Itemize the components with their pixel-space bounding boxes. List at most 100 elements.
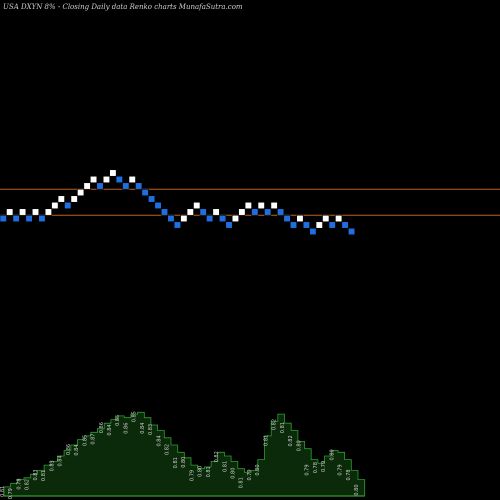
renko-brick bbox=[328, 221, 336, 229]
renko-brick bbox=[257, 201, 265, 210]
renko-brick bbox=[264, 208, 272, 216]
volume-label: 0.80 bbox=[296, 440, 302, 451]
volume-label: 0.80 bbox=[231, 468, 237, 479]
renko-brick bbox=[251, 208, 259, 216]
renko-brick bbox=[102, 175, 110, 184]
volume-label: 0.86 bbox=[66, 444, 72, 455]
volume-label: 0.86 bbox=[123, 423, 129, 434]
volume-label: 0.80 bbox=[255, 464, 261, 475]
volume-label: 0.84 bbox=[156, 435, 162, 446]
renko-brick bbox=[206, 214, 214, 223]
volume-label: 0.81 bbox=[206, 466, 212, 477]
volume-label: 0.79 bbox=[305, 464, 311, 475]
volume-label: 0.83 bbox=[148, 424, 154, 435]
volume-label: 0.84 bbox=[74, 444, 80, 455]
renko-brick bbox=[12, 214, 20, 223]
renko-brick bbox=[44, 208, 52, 216]
renko-brick bbox=[186, 208, 194, 216]
renko-brick bbox=[296, 214, 304, 223]
volume-label: 0.84 bbox=[58, 455, 64, 466]
renko-brick bbox=[90, 175, 98, 184]
renko-brick bbox=[212, 208, 220, 216]
renko-brick bbox=[25, 214, 33, 223]
volume-area bbox=[3, 411, 366, 497]
renko-brick bbox=[154, 201, 162, 210]
renko-brick bbox=[115, 175, 123, 184]
renko-brick bbox=[335, 214, 343, 223]
volume-label: 0.82 bbox=[288, 435, 294, 446]
renko-brick bbox=[109, 169, 117, 177]
renko-brick bbox=[173, 221, 181, 229]
renko-brick bbox=[322, 214, 330, 223]
renko-brick bbox=[219, 214, 227, 223]
volume-label: 0.86 bbox=[99, 422, 105, 433]
volume-label: 0.85 bbox=[115, 415, 121, 426]
volume-label: 0.81 bbox=[239, 477, 245, 488]
volume-label: 0.79 bbox=[247, 469, 253, 480]
volume-label: 0.83 bbox=[49, 460, 55, 471]
renko-brick bbox=[19, 208, 27, 216]
renko-brick bbox=[167, 214, 175, 223]
volume-label: 0.80 bbox=[354, 484, 360, 495]
renko-brick bbox=[199, 208, 207, 216]
volume-label: 0.81 bbox=[222, 461, 228, 472]
volume-label: 0.87 bbox=[91, 434, 97, 445]
volume-label: 0.80 bbox=[181, 457, 187, 468]
volume-label: 0.79 bbox=[189, 470, 195, 481]
renko-brick bbox=[244, 201, 252, 210]
renko-brick bbox=[225, 221, 233, 229]
volume-labels: 0.81 0.790.78 0.820.83 0.810.83 0.840.86 0.84… bbox=[0, 411, 360, 499]
renko-brick bbox=[77, 188, 85, 197]
renko-brick bbox=[193, 201, 201, 210]
volume-label: 0.81 bbox=[263, 435, 269, 446]
volume-label: 0.79 bbox=[321, 461, 327, 472]
renko-brick bbox=[238, 208, 246, 216]
volume-label: 0.80 bbox=[329, 449, 335, 460]
renko-brick bbox=[309, 227, 317, 236]
volume-label: 0.80 bbox=[198, 466, 204, 477]
renko-brick bbox=[160, 208, 169, 216]
volume-label: 0.79 bbox=[8, 488, 14, 499]
volume-label: 0.85 bbox=[132, 411, 138, 422]
volume-label: 0.83 bbox=[33, 469, 39, 480]
volume-label: 0.81 bbox=[0, 486, 6, 497]
volume-label: 0.84 bbox=[107, 424, 113, 435]
renko-brick bbox=[231, 214, 239, 223]
renko-brick bbox=[141, 188, 149, 197]
volume-label: 0.82 bbox=[214, 451, 220, 462]
volume-label: 0.82 bbox=[272, 419, 278, 430]
volume-label: 0.78 bbox=[16, 478, 22, 489]
renko-brick bbox=[83, 182, 91, 190]
renko-brick bbox=[277, 208, 285, 216]
renko-brick bbox=[122, 182, 130, 190]
renko-brick bbox=[96, 182, 104, 190]
volume-label: 0.78 bbox=[313, 462, 319, 473]
volume-label: 0.79 bbox=[338, 464, 344, 475]
renko-brick bbox=[270, 201, 278, 210]
renko-brick bbox=[135, 182, 143, 190]
renko-brick bbox=[283, 214, 291, 223]
volume-label: 0.81 bbox=[280, 422, 286, 433]
volume-label: 0.82 bbox=[25, 479, 31, 490]
volume-label: 0.78 bbox=[346, 469, 352, 480]
volume-label: 0.85 bbox=[82, 435, 88, 446]
renko-brick bbox=[51, 201, 59, 210]
renko-brick bbox=[57, 195, 65, 203]
renko-brick bbox=[180, 214, 188, 223]
renko-brick bbox=[64, 201, 72, 210]
renko-brick bbox=[128, 175, 136, 184]
volume-label: 0.82 bbox=[165, 444, 171, 455]
renko-brick bbox=[289, 221, 298, 229]
volume-label: 0.84 bbox=[140, 423, 146, 434]
renko-brick bbox=[70, 195, 78, 203]
renko-brick bbox=[6, 208, 14, 216]
renko-brick bbox=[315, 221, 323, 229]
volume-area-shape bbox=[3, 411, 366, 497]
renko-brick bbox=[347, 227, 356, 236]
renko-brick bbox=[38, 214, 46, 223]
renko-brick bbox=[31, 208, 40, 216]
volume-label: 0.81 bbox=[173, 457, 179, 468]
renko-brick bbox=[0, 214, 7, 223]
renko-brick bbox=[302, 221, 310, 229]
